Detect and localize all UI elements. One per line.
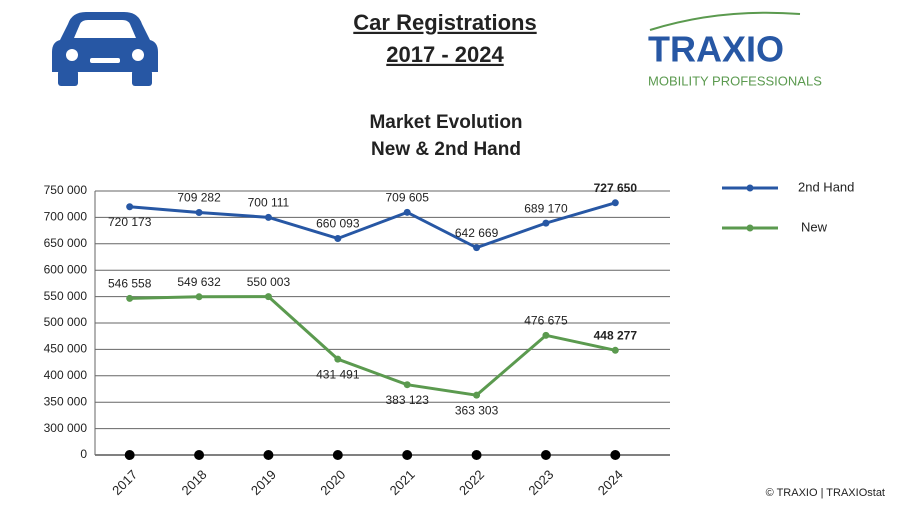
data-label: 660 093: [316, 217, 360, 231]
series-point: [195, 293, 203, 301]
x-tick-label: 2019: [248, 467, 279, 498]
data-label: 700 111: [248, 196, 290, 210]
series-point: [403, 381, 411, 389]
data-label: 709 605: [385, 191, 429, 205]
data-label: 689 170: [524, 201, 568, 215]
data-label: 383 123: [385, 393, 429, 407]
series-point: [264, 213, 272, 221]
data-label: 720 173: [108, 215, 152, 229]
series-point: [542, 331, 550, 339]
legend-label: New: [801, 219, 828, 234]
axis-dot: [402, 450, 413, 460]
legend-marker: [746, 184, 754, 192]
page-title: Car Registrations: [353, 10, 536, 35]
data-label: 363 303: [455, 403, 499, 417]
series-point: [195, 208, 203, 216]
chart-title: New & 2nd Hand: [371, 139, 521, 160]
axis-dot: [332, 450, 343, 460]
car-icon: [52, 12, 158, 86]
series-point: [334, 234, 342, 242]
logo-swoosh: [649, 11, 801, 31]
legend-marker: [746, 224, 754, 232]
x-tick-label: 2020: [317, 467, 348, 498]
y-tick-label: 700 000: [44, 210, 88, 224]
page-title: 2017 - 2024: [386, 42, 504, 67]
series-point: [264, 293, 272, 301]
data-label: 550 003: [247, 275, 291, 289]
series-point: [542, 219, 550, 227]
series-point: [126, 203, 134, 211]
data-label: 642 669: [455, 226, 499, 240]
axis-dot: [124, 450, 135, 460]
data-label: 709 282: [177, 191, 221, 205]
x-tick-label: 2023: [525, 467, 556, 498]
x-tick-label: 2017: [109, 467, 140, 498]
series-point: [403, 208, 411, 216]
y-tick-label: 750 000: [44, 183, 88, 197]
data-label: 549 632: [177, 275, 221, 289]
data-label: 727 650: [594, 181, 638, 195]
series-line: [129, 201, 616, 250]
axis-dot: [194, 450, 205, 460]
series-point: [473, 391, 481, 399]
y-tick-label: 600 000: [44, 262, 88, 276]
x-tick-label: 2024: [595, 467, 626, 498]
series-point: [611, 346, 619, 354]
y-tick-label: 400 000: [44, 368, 88, 382]
series-point: [126, 294, 134, 302]
x-tick-label: 2018: [179, 467, 210, 498]
series-point: [611, 199, 619, 207]
y-tick-label: 0: [80, 447, 87, 461]
y-tick-label: 550 000: [44, 289, 88, 303]
y-tick-label: 300 000: [44, 421, 88, 435]
x-tick-label: 2021: [387, 467, 418, 498]
x-tick-label: 2022: [456, 467, 487, 498]
chart-title: Market Evolution: [369, 112, 522, 133]
series-line: [129, 295, 616, 397]
axis-dot: [610, 450, 621, 460]
logo-tagline: MOBILITY PROFESSIONALS: [648, 73, 822, 88]
series-point: [473, 244, 481, 252]
y-tick-label: 450 000: [44, 342, 88, 356]
y-tick-label: 350 000: [44, 394, 88, 408]
legend-label: 2nd Hand: [798, 179, 854, 194]
axis-dot: [471, 450, 482, 460]
copyright: © TRAXIO | TRAXIOstat: [766, 487, 885, 499]
data-label: 431 491: [316, 367, 360, 381]
y-tick-label: 500 000: [44, 315, 88, 329]
data-label: 546 558: [108, 277, 152, 291]
y-tick-label: 650 000: [44, 236, 88, 250]
data-label: 448 277: [594, 328, 638, 342]
data-label: 476 675: [524, 313, 568, 327]
axis-dot: [263, 450, 274, 460]
series-point: [334, 355, 342, 363]
logo-name: TRAXIO: [648, 29, 784, 70]
axis-dot: [540, 450, 551, 460]
